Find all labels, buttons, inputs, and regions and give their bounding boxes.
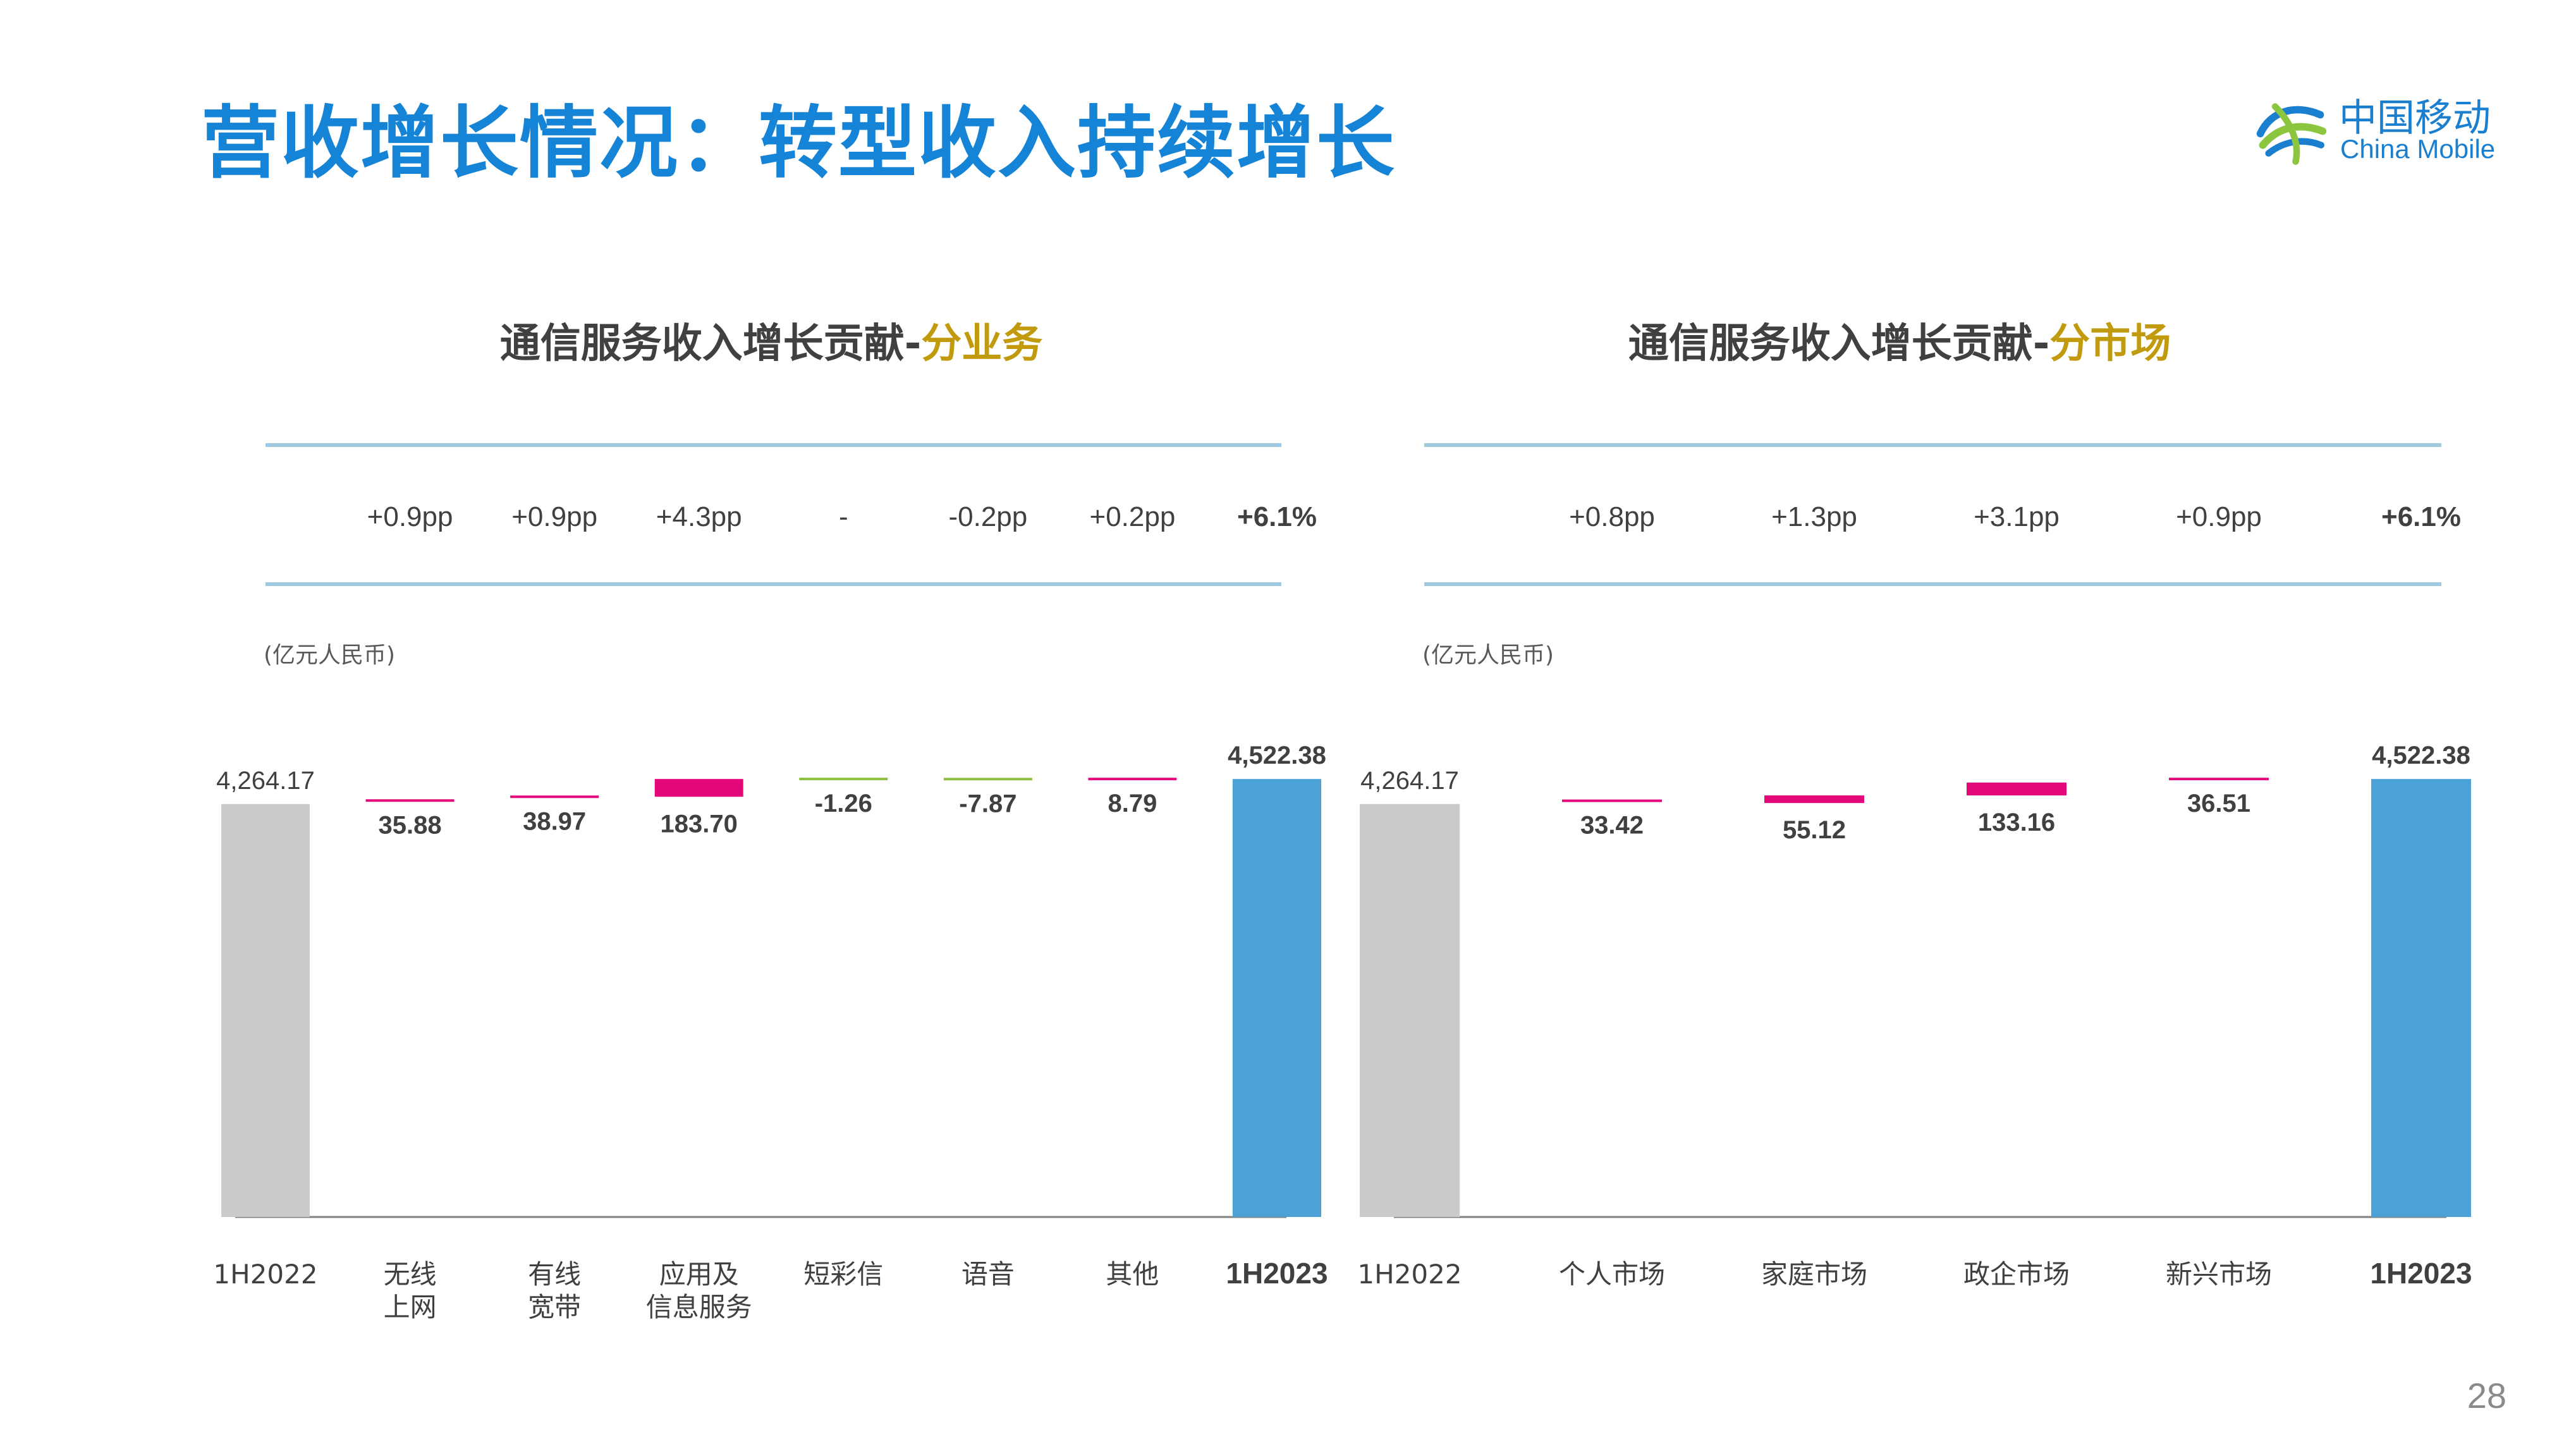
chart-title-1: 通信服务收入增长贡献-分业务: [500, 321, 1043, 367]
value-label: 36.51: [2187, 790, 2250, 817]
end-bar: [2371, 779, 2471, 1217]
value-label: 38.97: [523, 807, 586, 835]
chart-title-main: 通信服务收入增长贡献-: [500, 321, 922, 367]
category-label: 1H2022: [1357, 1259, 1462, 1290]
contribution-label: +0.9pp: [511, 501, 597, 532]
delta-bar: [799, 778, 888, 781]
delta-bar: [365, 799, 455, 802]
chart-title-accent: 分业务: [921, 321, 1042, 367]
contribution-label: +0.9pp: [2176, 501, 2262, 532]
contribution-label: +1.3pp: [1771, 501, 1857, 532]
contribution-label: +0.2pp: [1090, 501, 1176, 532]
value-label: 8.79: [1108, 790, 1157, 817]
contribution-label: +0.9pp: [367, 501, 453, 532]
start-bar: [221, 804, 310, 1217]
logo-text-en: China Mobile: [2340, 134, 2496, 164]
contribution-label: +3.1pp: [1974, 501, 2060, 532]
unit-label: (亿元人民币): [264, 642, 395, 668]
delta-bar: [1967, 782, 2066, 796]
value-label: 35.88: [379, 811, 442, 839]
china-mobile-logo-icon: [2256, 103, 2327, 165]
value-label: 4,522.38: [2372, 742, 2470, 769]
unit-label: (亿元人民币): [1422, 642, 1554, 668]
category-label: 宽带: [528, 1292, 581, 1323]
page-title: 营收增长情况：转型收入持续增长: [201, 98, 1396, 189]
delta-bar: [1562, 799, 1662, 802]
category-label: 有线: [528, 1259, 581, 1290]
start-bar: [1360, 804, 1460, 1217]
category-label: 新兴市场: [2166, 1259, 2272, 1290]
category-label: 1H2023: [1226, 1257, 1328, 1290]
page-number: 28: [2467, 1376, 2506, 1415]
category-label: 1H2022: [213, 1259, 317, 1290]
contribution-label: -: [839, 501, 848, 532]
contribution-label: +6.1%: [2381, 501, 2461, 532]
value-label: 55.12: [1783, 816, 1846, 844]
delta-bar: [1764, 795, 1864, 804]
contribution-label: +4.3pp: [656, 501, 742, 532]
value-label: 4,264.17: [1360, 767, 1459, 795]
value-label: -1.26: [815, 790, 872, 817]
category-label: 政企市场: [1963, 1259, 2070, 1290]
delta-bar: [1088, 778, 1177, 781]
category-label: 家庭市场: [1761, 1259, 1867, 1290]
value-label: 183.70: [661, 810, 738, 838]
end-bar: [1233, 779, 1321, 1217]
value-label: 4,522.38: [1228, 742, 1326, 769]
contribution-label: -0.2pp: [948, 501, 1027, 532]
contribution-label: +0.8pp: [1569, 501, 1655, 532]
value-label: 33.42: [1580, 812, 1644, 840]
chart-title-2: 通信服务收入增长贡献-分市场: [1628, 321, 2171, 367]
category-label: 其他: [1106, 1259, 1159, 1290]
delta-bar: [943, 778, 1032, 781]
category-label: 应用及: [659, 1259, 739, 1290]
category-label: 短彩信: [803, 1259, 883, 1290]
value-label: 133.16: [1978, 809, 2055, 836]
chart-title-main: 通信服务收入增长贡献-: [1628, 321, 2050, 367]
category-label: 1H2023: [2370, 1257, 2472, 1290]
delta-bar: [2169, 778, 2269, 781]
category-label: 语音: [961, 1259, 1015, 1290]
logo-text-cn: 中国移动: [2339, 96, 2491, 140]
category-label: 信息服务: [646, 1292, 752, 1323]
china-mobile-logo: 中国移动 China Mobile: [2250, 82, 2516, 177]
delta-bar: [510, 795, 599, 798]
value-label: 4,264.17: [216, 767, 315, 795]
contribution-label: +6.1%: [1237, 501, 1317, 532]
category-label: 无线: [384, 1259, 437, 1290]
chart-title-accent: 分市场: [2049, 321, 2171, 367]
delta-bar: [654, 779, 743, 797]
value-label: -7.87: [959, 790, 1016, 817]
category-label: 个人市场: [1559, 1259, 1665, 1290]
category-label: 上网: [384, 1292, 437, 1323]
